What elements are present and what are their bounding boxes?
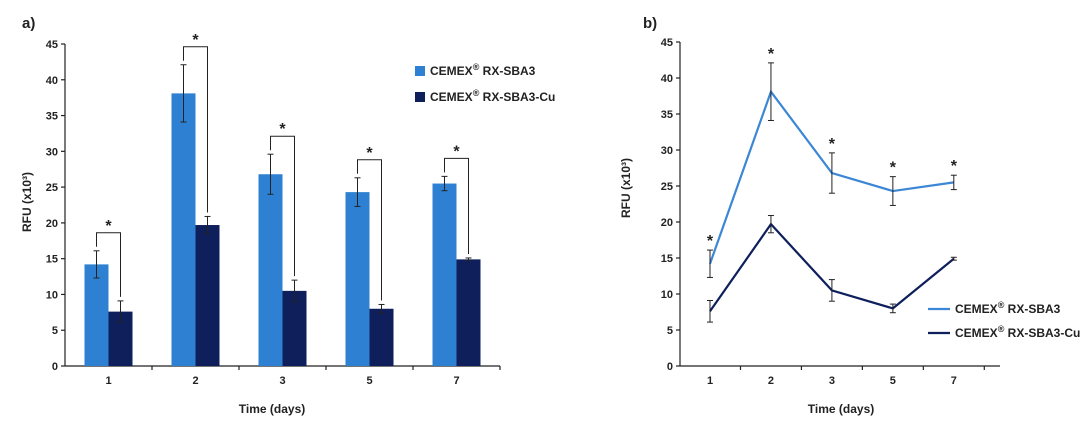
bar bbox=[456, 259, 481, 366]
significance-star: * bbox=[453, 143, 460, 160]
bar bbox=[432, 183, 457, 366]
bar bbox=[258, 174, 283, 366]
significance-bracket bbox=[444, 157, 469, 254]
y-tick-label: 25 bbox=[661, 181, 673, 193]
significance-star: * bbox=[707, 233, 714, 250]
significance-bracket bbox=[357, 159, 382, 301]
bar bbox=[282, 290, 307, 366]
significance-star: * bbox=[279, 121, 286, 138]
legend-label: CEMEX® RX-SBA3 bbox=[430, 62, 536, 78]
y-tick-label: 30 bbox=[46, 146, 58, 158]
y-tick-label: 15 bbox=[661, 253, 673, 265]
y-tick-label: 15 bbox=[46, 254, 58, 266]
y-tick-label: 0 bbox=[667, 361, 673, 373]
y-tick-label: 20 bbox=[46, 218, 58, 230]
x-tick-label: 3 bbox=[279, 375, 285, 387]
x-tick-label: 1 bbox=[707, 375, 713, 387]
panel-b-ylabel: RFU (x10³) bbox=[619, 158, 633, 218]
x-tick-label: 7 bbox=[453, 375, 459, 387]
y-tick-label: 25 bbox=[46, 182, 58, 194]
significance-star: * bbox=[829, 136, 836, 153]
panel-a-plot: 0 5 10 15 20 25 30 35 40 45 1 * 2 * 3 * 5 * 7 * CEMEX® RX-SB… bbox=[46, 32, 556, 387]
bar bbox=[345, 192, 370, 366]
y-tick-label: 5 bbox=[52, 325, 58, 337]
legend-swatch bbox=[415, 66, 425, 76]
bar bbox=[171, 93, 196, 366]
bar bbox=[195, 225, 220, 366]
panel-b-xlabel: Time (days) bbox=[808, 402, 874, 416]
legend-label: CEMEX® RX-SBA3-Cu bbox=[430, 88, 555, 104]
significance-bracket bbox=[96, 232, 121, 297]
bar bbox=[369, 308, 394, 366]
legend-label: CEMEX® RX-SBA3 bbox=[955, 300, 1061, 316]
x-tick-label: 3 bbox=[829, 375, 835, 387]
y-tick-label: 5 bbox=[667, 325, 673, 337]
panel-b-label: b) bbox=[643, 15, 657, 32]
panel-a-xlabel: Time (days) bbox=[239, 402, 305, 416]
y-tick-label: 0 bbox=[52, 361, 58, 373]
y-tick-label: 45 bbox=[46, 39, 58, 51]
y-tick-label: 40 bbox=[46, 75, 58, 87]
y-tick-label: 10 bbox=[46, 289, 58, 301]
significance-star: * bbox=[768, 46, 775, 63]
significance-bracket bbox=[183, 46, 208, 213]
x-tick-label: 5 bbox=[366, 375, 372, 387]
y-tick-label: 35 bbox=[46, 111, 58, 123]
x-tick-label: 7 bbox=[951, 375, 957, 387]
significance-star: * bbox=[890, 160, 897, 177]
y-tick-label: 45 bbox=[661, 37, 673, 49]
significance-star: * bbox=[105, 218, 112, 235]
y-tick-label: 30 bbox=[661, 145, 673, 157]
x-tick-label: 5 bbox=[890, 375, 896, 387]
bar bbox=[84, 264, 109, 366]
significance-star: * bbox=[951, 158, 958, 175]
y-tick-label: 20 bbox=[661, 217, 673, 229]
y-tick-label: 10 bbox=[661, 289, 673, 301]
x-tick-label: 2 bbox=[192, 375, 198, 387]
y-tick-label: 35 bbox=[661, 109, 673, 121]
significance-bracket bbox=[270, 135, 295, 277]
x-tick-label: 1 bbox=[105, 375, 111, 387]
x-tick-label: 2 bbox=[768, 375, 774, 387]
panel-a-label: a) bbox=[22, 15, 35, 32]
significance-star: * bbox=[366, 145, 373, 162]
y-tick-label: 40 bbox=[661, 73, 673, 85]
legend-swatch bbox=[415, 92, 425, 102]
significance-star: * bbox=[192, 32, 199, 49]
panel-a-ylabel: RFU (x10³) bbox=[20, 172, 34, 232]
legend-label: CEMEX® RX-SBA3-Cu bbox=[955, 324, 1080, 340]
